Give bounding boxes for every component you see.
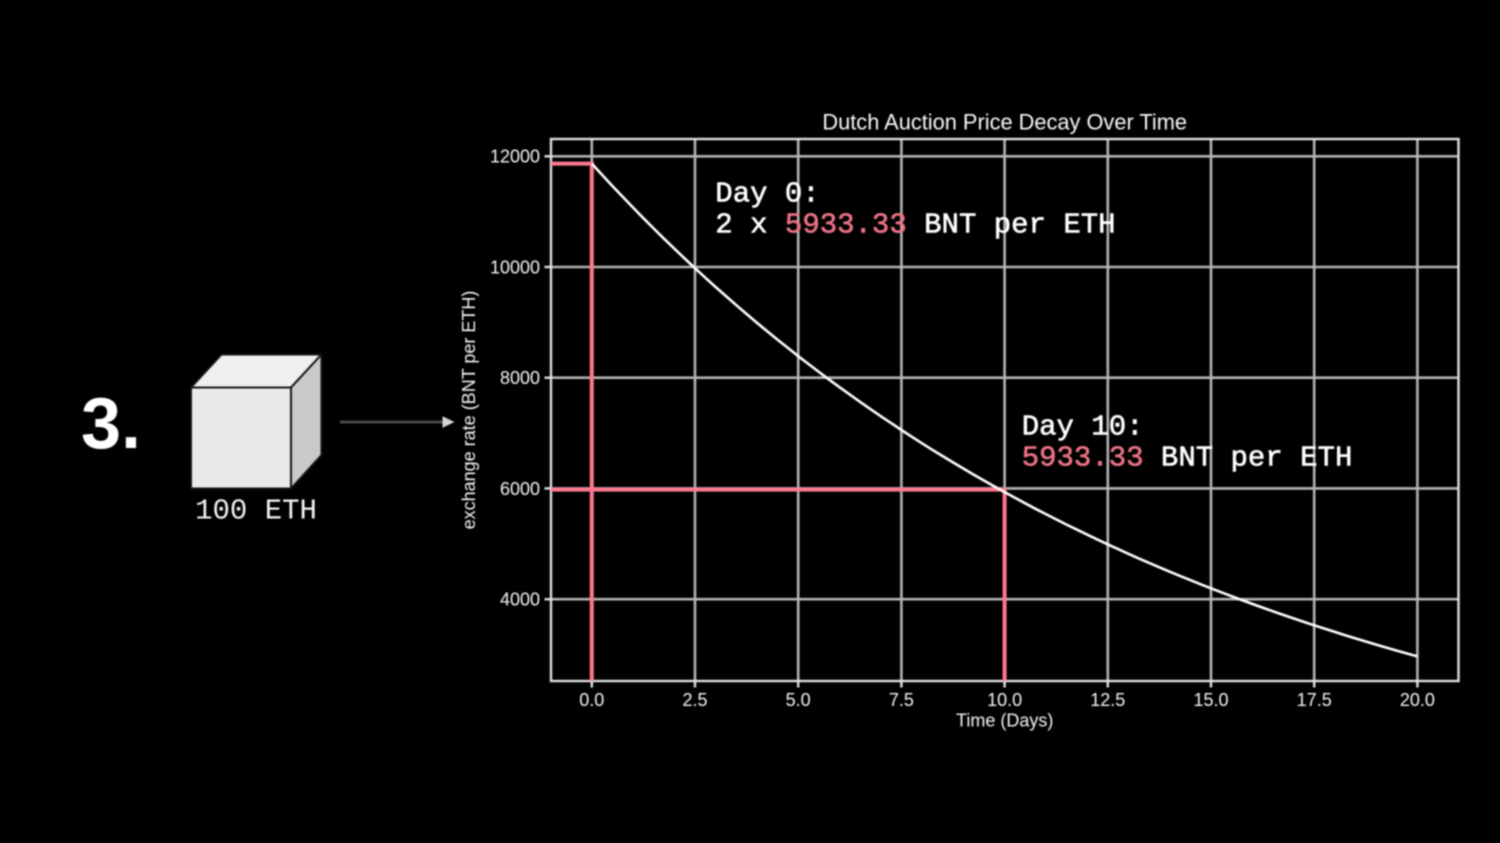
- svg-text:12000: 12000: [490, 147, 540, 167]
- svg-text:exchange rate (BNT per ETH): exchange rate (BNT per ETH): [459, 291, 479, 530]
- svg-text:10000: 10000: [490, 257, 540, 277]
- svg-text:7.5: 7.5: [889, 690, 914, 710]
- svg-text:4000: 4000: [500, 590, 540, 610]
- svg-text:Day 0:: Day 0:: [715, 178, 819, 211]
- svg-text:20.0: 20.0: [1400, 690, 1435, 710]
- svg-text:6000: 6000: [500, 479, 540, 499]
- svg-text:3.: 3.: [81, 384, 141, 464]
- svg-text:5.0: 5.0: [786, 690, 811, 710]
- svg-text:0.0: 0.0: [579, 690, 604, 710]
- svg-text:8000: 8000: [500, 368, 540, 388]
- svg-text:15.0: 15.0: [1193, 690, 1228, 710]
- svg-text:Dutch Auction Price Decay Over: Dutch Auction Price Decay Over Time: [822, 110, 1187, 135]
- svg-text:Day 10:: Day 10:: [1022, 411, 1144, 444]
- svg-text:12.5: 12.5: [1090, 690, 1125, 710]
- svg-text:2.5: 2.5: [682, 690, 707, 710]
- svg-text:Time (Days): Time (Days): [956, 711, 1053, 731]
- svg-text:100 ETH: 100 ETH: [195, 495, 317, 528]
- svg-text:2 x 5933.33 BNT per ETH: 2 x 5933.33 BNT per ETH: [715, 208, 1115, 241]
- svg-text:5933.33 BNT per ETH: 5933.33 BNT per ETH: [1022, 442, 1353, 475]
- svg-text:17.5: 17.5: [1297, 690, 1332, 710]
- svg-text:10.0: 10.0: [987, 690, 1022, 710]
